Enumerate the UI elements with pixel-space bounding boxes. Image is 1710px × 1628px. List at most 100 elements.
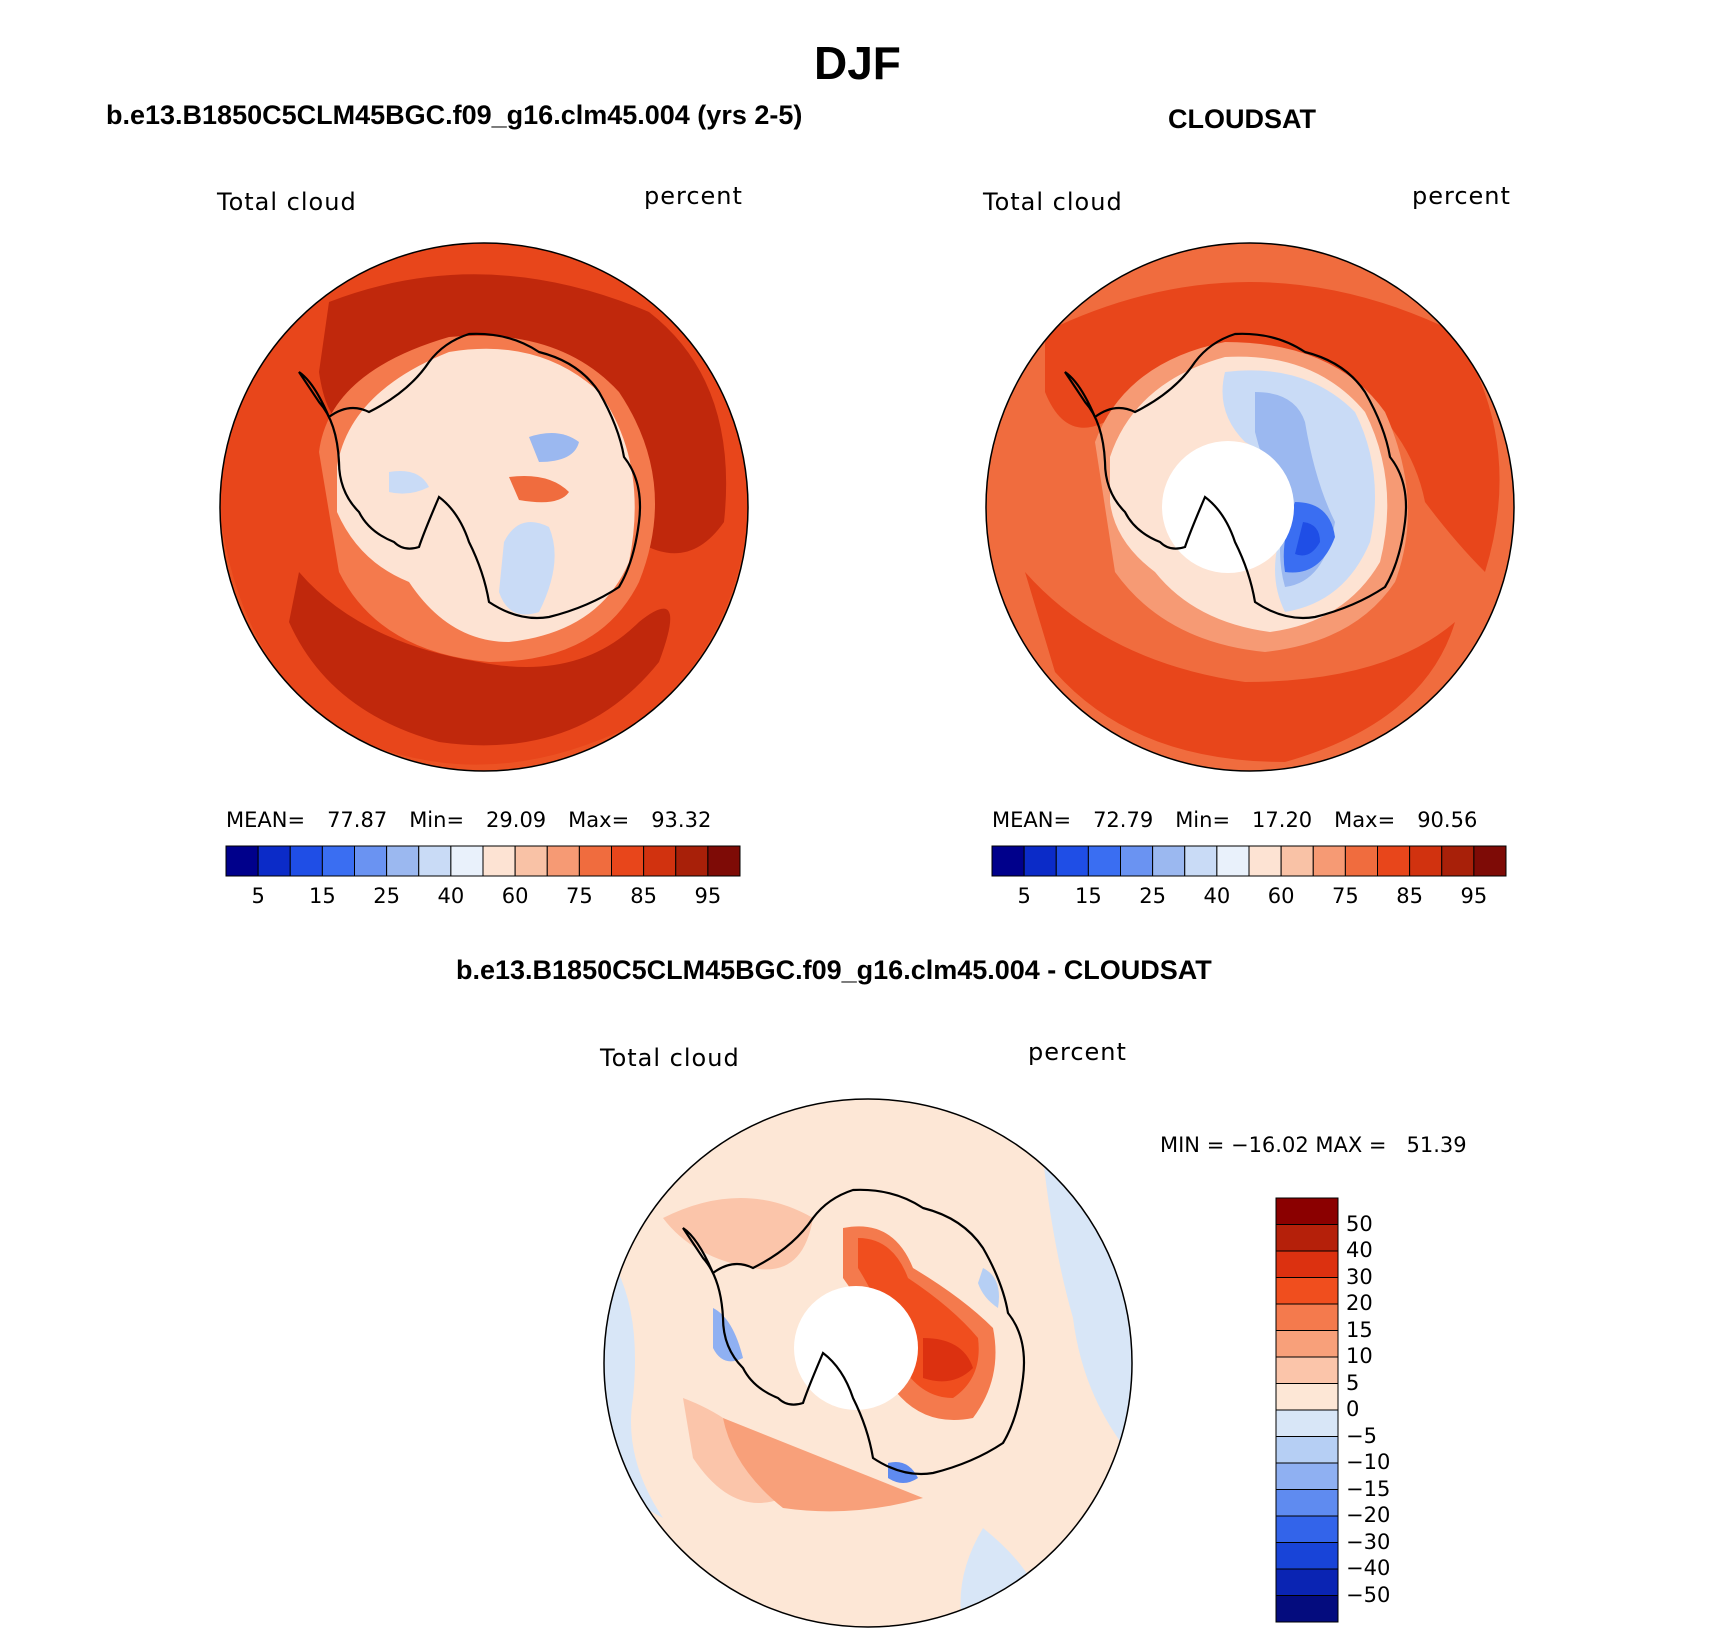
panel-2-map bbox=[985, 242, 1515, 772]
colorbar-swatch bbox=[1152, 845, 1186, 877]
colorbar-swatch bbox=[482, 845, 516, 877]
colorbar-swatch bbox=[1055, 845, 1089, 877]
panel-1-title: b.e13.B1850C5CLM45BGC.f09_g16.clm45.004 … bbox=[106, 100, 803, 130]
colorbar-tick-label: 25 bbox=[373, 884, 400, 908]
colorbar-swatch bbox=[1275, 1568, 1339, 1596]
panel-3-variable-label: Total cloud bbox=[600, 1044, 740, 1072]
panel-1-map bbox=[219, 242, 749, 772]
colorbar-tick-label: −10 bbox=[1346, 1450, 1391, 1474]
panel-2-ocean-band-south bbox=[1025, 572, 1455, 762]
panel-1-mean-value: 77.87 bbox=[327, 808, 388, 832]
panel-1-units-label: percent bbox=[644, 182, 743, 210]
colorbar-tick-label: −40 bbox=[1346, 1556, 1391, 1580]
panel-2-min-label: Min= bbox=[1175, 808, 1231, 832]
panel-3-colorbar-ticks: 50 40 30 20 15 10 5 0 −5 −10 −15 −20 −30 −40 −50 bbox=[1346, 1198, 1426, 1622]
colorbar-swatch bbox=[1023, 845, 1057, 877]
colorbar-tick-label: 30 bbox=[1346, 1264, 1373, 1289]
panel-1-colorbar bbox=[225, 845, 741, 877]
colorbar-swatch bbox=[991, 845, 1025, 877]
colorbar-swatch bbox=[1275, 1356, 1339, 1384]
colorbar-swatch bbox=[450, 845, 484, 877]
colorbar-tick-label: 40 bbox=[1203, 884, 1231, 908]
colorbar-swatch bbox=[611, 845, 645, 877]
colorbar-swatch bbox=[1087, 845, 1121, 877]
panel-1-max-label: Max= bbox=[568, 808, 630, 832]
colorbar-swatch bbox=[1275, 1250, 1339, 1278]
panel-3-blue-east bbox=[1043, 1158, 1132, 1458]
colorbar-swatch bbox=[1275, 1330, 1339, 1358]
figure-title: DJF bbox=[814, 37, 901, 89]
colorbar-swatch bbox=[257, 845, 291, 877]
colorbar-swatch bbox=[1275, 1436, 1339, 1464]
colorbar-swatch bbox=[578, 845, 612, 877]
colorbar-tick-label: 60 bbox=[501, 884, 529, 908]
panel-2-units-label: percent bbox=[1412, 182, 1511, 210]
colorbar-tick-label: 40 bbox=[437, 884, 465, 908]
colorbar-tick-label: 20 bbox=[1346, 1291, 1373, 1315]
colorbar-swatch bbox=[1120, 845, 1154, 877]
panel-1-blue-patch-b bbox=[529, 433, 579, 462]
panel-2-mean-value: 72.79 bbox=[1093, 808, 1154, 832]
colorbar-swatch bbox=[1441, 845, 1475, 877]
colorbar-swatch bbox=[1248, 845, 1282, 877]
panel-1-orange-patch bbox=[509, 476, 569, 503]
colorbar-tick-label: 85 bbox=[630, 884, 657, 908]
colorbar-tick-label: 75 bbox=[566, 884, 593, 908]
colorbar-tick-label: 15 bbox=[1075, 884, 1102, 908]
colorbar-swatch bbox=[1280, 845, 1314, 877]
colorbar-tick-label: 40 bbox=[1346, 1238, 1373, 1262]
colorbar-tick-label: −20 bbox=[1346, 1503, 1391, 1527]
colorbar-tick-label: 15 bbox=[309, 884, 336, 908]
colorbar-swatch bbox=[1275, 1489, 1339, 1517]
colorbar-swatch bbox=[1275, 1383, 1339, 1411]
colorbar-swatch bbox=[1184, 845, 1218, 877]
colorbar-tick-label: 0 bbox=[1346, 1397, 1360, 1421]
panel-3-red-region-c bbox=[923, 1338, 973, 1382]
panel-1-min-value: 29.09 bbox=[486, 808, 547, 832]
panel-2-colorbar-ticks: 5 15 25 40 60 75 85 95 bbox=[992, 884, 1506, 912]
panel-2-missing-data-hole bbox=[1162, 441, 1294, 573]
panel-2-variable-label: Total cloud bbox=[983, 188, 1123, 216]
colorbar-tick-label: 50 bbox=[1346, 1211, 1373, 1236]
panel-3-minmax: MIN = −16.02 MAX = 51.39 bbox=[1160, 1133, 1467, 1157]
colorbar-swatch bbox=[1275, 1595, 1339, 1623]
panel-3-blue-coast-a bbox=[713, 1308, 743, 1362]
colorbar-tick-label: −30 bbox=[1346, 1529, 1391, 1554]
colorbar-tick-label: 10 bbox=[1346, 1344, 1373, 1368]
panel-1-variable-label: Total cloud bbox=[217, 188, 357, 216]
panel-1-continent-fill bbox=[337, 348, 635, 642]
panel-2-coastline bbox=[1064, 332, 1408, 620]
colorbar-tick-label: 95 bbox=[694, 884, 722, 908]
panel-3-coastline bbox=[682, 1188, 1026, 1476]
panel-2-max-value: 90.56 bbox=[1417, 808, 1478, 832]
colorbar-swatch bbox=[1344, 845, 1378, 877]
panel-3-salmon-west bbox=[663, 1198, 813, 1270]
colorbar-swatch bbox=[643, 845, 677, 877]
panel-3-title: b.e13.B1850C5CLM45BGC.f09_g16.clm45.004 … bbox=[456, 955, 1212, 985]
colorbar-swatch bbox=[1216, 845, 1250, 877]
colorbar-swatch bbox=[514, 845, 548, 877]
colorbar-swatch bbox=[1473, 845, 1507, 877]
panel-2-title: CLOUDSAT bbox=[1168, 104, 1316, 134]
colorbar-tick-label: −5 bbox=[1346, 1423, 1377, 1448]
colorbar-swatch bbox=[1409, 845, 1443, 877]
colorbar-swatch bbox=[1312, 845, 1346, 877]
panel-1-stats: MEAN= 77.87 Min= 29.09 Max= 93.32 bbox=[226, 808, 733, 832]
panel-2-min-value: 17.20 bbox=[1252, 808, 1313, 832]
colorbar-tick-label: −15 bbox=[1346, 1476, 1391, 1501]
colorbar-swatch bbox=[1275, 1197, 1339, 1225]
panel-3-missing-data-hole bbox=[794, 1286, 918, 1410]
colorbar-swatch bbox=[321, 845, 355, 877]
colorbar-tick-label: 95 bbox=[1460, 884, 1488, 908]
colorbar-tick-label: 75 bbox=[1332, 884, 1359, 908]
panel-3-blue-coast-c bbox=[978, 1268, 999, 1308]
colorbar-tick-label: 60 bbox=[1267, 884, 1295, 908]
colorbar-swatch bbox=[1275, 1303, 1339, 1331]
panel-1-coastline bbox=[298, 332, 642, 620]
colorbar-tick-label: 5 bbox=[251, 884, 265, 908]
colorbar-swatch bbox=[1275, 1409, 1339, 1437]
colorbar-tick-label: 15 bbox=[1346, 1317, 1373, 1342]
colorbar-tick-label: 25 bbox=[1139, 884, 1166, 908]
colorbar-swatch bbox=[386, 845, 420, 877]
colorbar-swatch bbox=[1275, 1277, 1339, 1305]
